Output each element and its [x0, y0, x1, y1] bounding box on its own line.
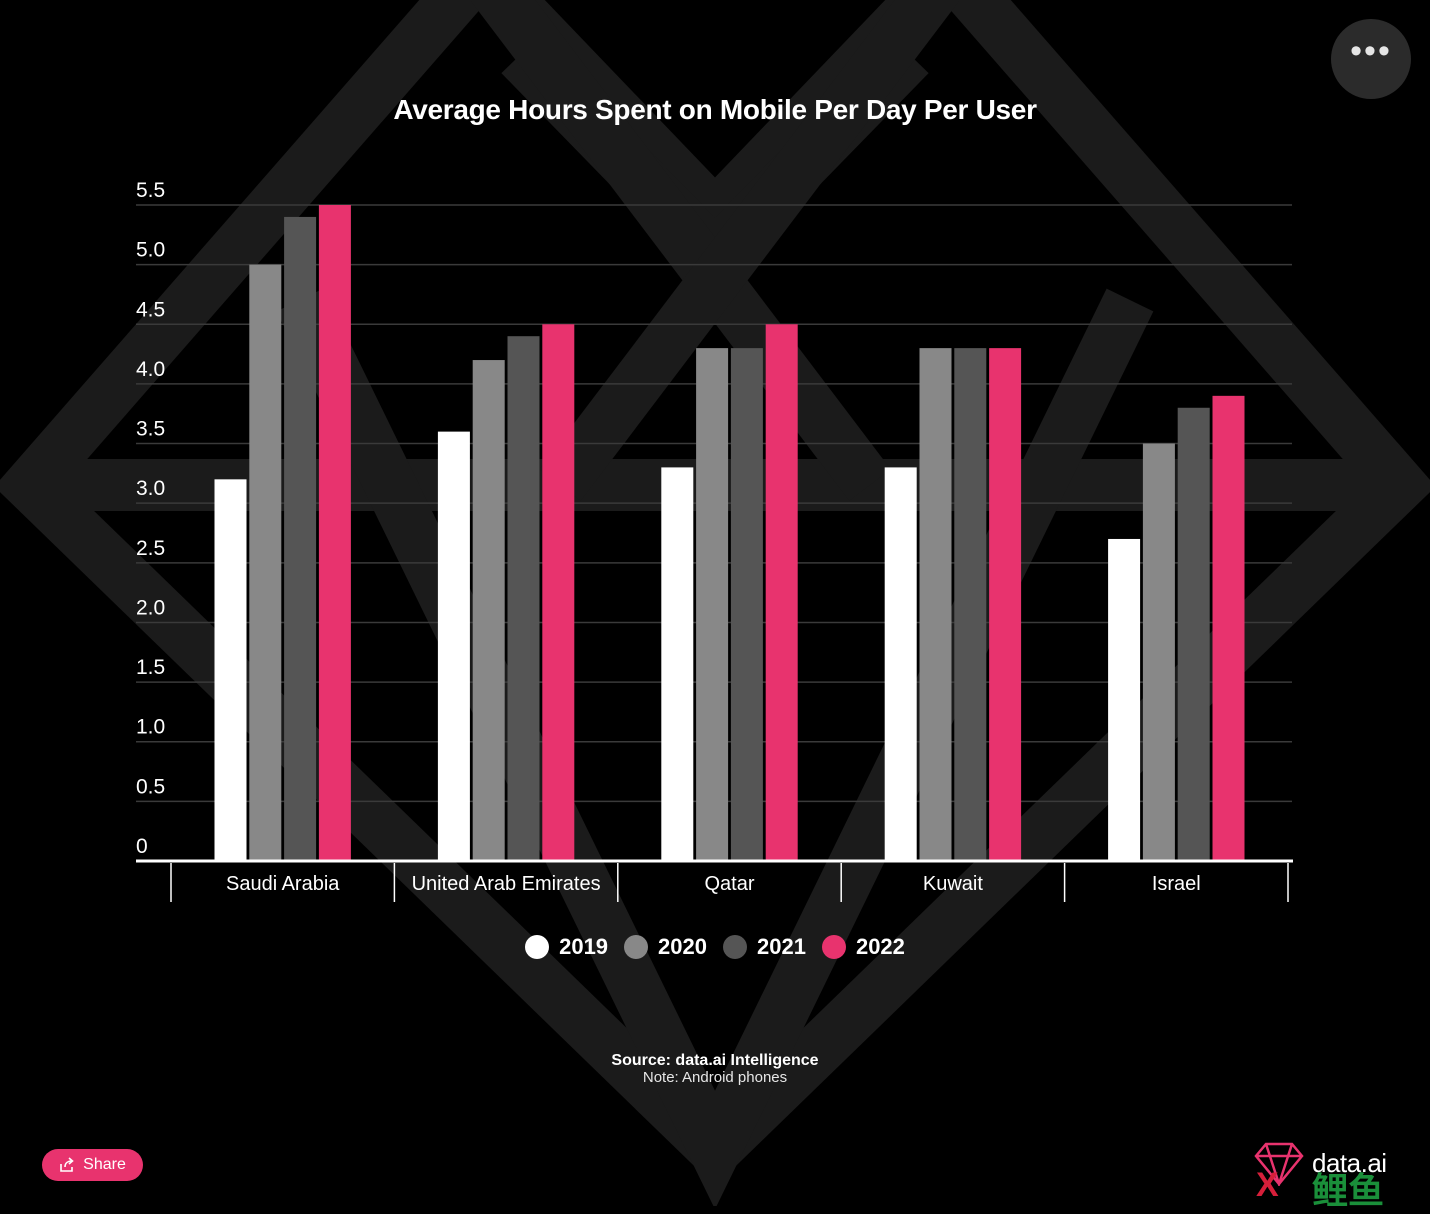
y-tick-label: 1.5 — [136, 656, 165, 679]
y-tick-label: 4.0 — [136, 358, 165, 381]
share-button[interactable]: Share — [42, 1149, 143, 1181]
bar-2020 — [472, 360, 505, 861]
legend-swatch — [723, 935, 747, 959]
diamond-logo-icon — [1254, 1142, 1304, 1186]
bar-2021 — [284, 216, 317, 862]
chart-title: Average Hours Spent on Mobile Per Day Pe… — [393, 94, 1037, 125]
legend-swatch — [525, 935, 550, 959]
legend-swatch — [624, 935, 649, 959]
legend-label: 2019 — [559, 934, 609, 959]
bar-2022 — [989, 348, 1022, 861]
y-tick-label: 5.0 — [136, 239, 165, 262]
bar-2022 — [318, 205, 351, 861]
y-tick-label: 1.0 — [136, 716, 165, 739]
y-tick-label: 0 — [136, 835, 148, 858]
bar-2019 — [214, 479, 247, 861]
share-icon — [60, 1157, 74, 1172]
bar-2019 — [1108, 538, 1141, 861]
watermark-diamond-outline — [0, 0, 1430, 1187]
x-tick-label: Israel — [1152, 873, 1201, 895]
brand-overlay-text: 鲤鱼 — [1312, 1170, 1385, 1211]
bar-2022 — [542, 324, 575, 862]
bar-2021 — [954, 348, 987, 861]
watermark-cross-left — [470, 0, 891, 501]
y-tick-label: 2.0 — [136, 596, 165, 619]
brand-name: data.ai — [1312, 1148, 1387, 1178]
brand-overlay-mark: X — [1256, 1166, 1279, 1204]
more-options-button[interactable]: ••• — [1331, 19, 1411, 99]
bar-2022 — [1212, 395, 1245, 861]
y-tick-label: 5.5 — [136, 179, 165, 202]
note-text: Note: Android phones — [642, 1069, 788, 1086]
x-tick-label: United Arab Emirates — [412, 873, 601, 895]
watermark-cross-right — [539, 0, 960, 501]
y-tick-label: 3.5 — [136, 418, 165, 441]
bar-2020 — [696, 348, 729, 861]
legend: 2019 2020 2021 2022 — [0, 934, 1430, 960]
bar-2021 — [730, 348, 763, 861]
x-tick-label: Kuwait — [923, 873, 983, 895]
brand-logo: X data.ai 鲤鱼 — [1254, 1140, 1404, 1211]
share-label: Share — [83, 1156, 126, 1173]
source-text: Source: data.ai Intelligence — [611, 1052, 819, 1069]
x-tick-label: Saudi Arabia — [226, 873, 340, 895]
x-axis-ticks: Saudi Arabia United Arab Emirates Qatar Kuw… — [226, 873, 1201, 895]
y-tick-label: 2.5 — [136, 537, 165, 560]
y-tick-label: 3.0 — [136, 477, 165, 500]
bar-2022 — [765, 324, 798, 862]
y-tick-label: 4.5 — [136, 298, 165, 321]
legend-label: 2020 — [658, 934, 707, 959]
legend-item-2021[interactable]: 2021 — [723, 934, 806, 960]
legend-swatch — [821, 935, 846, 959]
bar-2019 — [437, 431, 470, 861]
bar-2020 — [249, 264, 282, 861]
legend-item-2022[interactable]: 2022 — [821, 934, 905, 960]
bar-2021 — [507, 336, 540, 861]
bar-2020 — [919, 348, 952, 861]
bar-2019 — [884, 467, 917, 861]
legend-label: 2021 — [757, 934, 806, 959]
bar-2020 — [1142, 443, 1175, 861]
legend-label: 2022 — [855, 934, 905, 959]
y-tick-label: 0.5 — [136, 775, 165, 798]
bar-2021 — [1177, 407, 1210, 861]
x-axis — [136, 859, 1293, 902]
y-axis-ticks: 0 0.5 1.0 1.5 2.0 2.5 3.0 3.5 4.0 4.5 5.0 5.5 — [136, 179, 165, 858]
legend-item-2020[interactable]: 2020 — [624, 934, 707, 960]
bar-2019 — [661, 467, 694, 861]
ellipsis-icon: ••• — [1350, 32, 1392, 70]
bars — [214, 205, 1245, 862]
x-tick-label: Qatar — [704, 873, 754, 895]
legend-item-2019[interactable]: 2019 — [525, 934, 608, 960]
